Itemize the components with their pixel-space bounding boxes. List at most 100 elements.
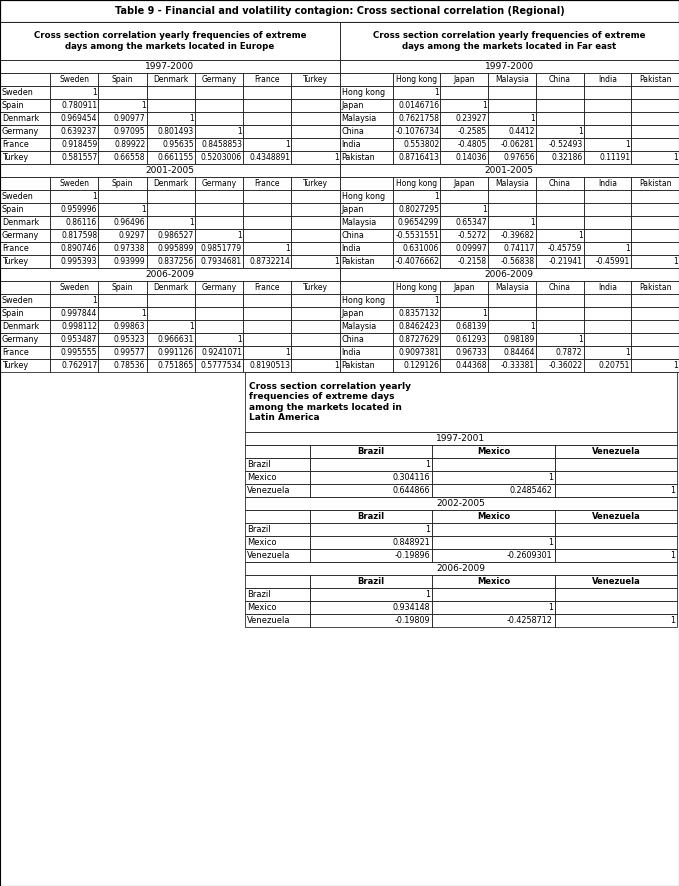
Text: 0.817598: 0.817598 <box>61 231 97 240</box>
Text: 0.7934681: 0.7934681 <box>201 257 242 266</box>
Text: 0.97338: 0.97338 <box>114 244 145 253</box>
Text: 0.9241071: 0.9241071 <box>201 348 242 357</box>
Text: 0.99577: 0.99577 <box>114 348 145 357</box>
Text: 1: 1 <box>482 101 487 110</box>
Bar <box>440 346 488 359</box>
Bar <box>488 112 536 125</box>
Text: 0.90977: 0.90977 <box>114 114 145 123</box>
Bar <box>555 549 677 562</box>
Bar <box>291 333 340 346</box>
Bar <box>392 73 440 86</box>
Bar <box>488 307 536 320</box>
Bar <box>631 99 679 112</box>
Bar <box>98 86 147 99</box>
Text: 0.74117: 0.74117 <box>503 244 535 253</box>
Text: -0.06281: -0.06281 <box>500 140 535 149</box>
Bar <box>392 294 440 307</box>
Bar <box>243 320 291 333</box>
Text: 1: 1 <box>530 114 535 123</box>
Bar <box>340 229 392 242</box>
Bar <box>147 242 195 255</box>
Text: 0.97095: 0.97095 <box>114 127 145 136</box>
Bar <box>243 307 291 320</box>
Text: -0.4076662: -0.4076662 <box>395 257 439 266</box>
Text: 1: 1 <box>237 127 242 136</box>
Text: Denmark: Denmark <box>153 179 188 188</box>
Bar <box>631 138 679 151</box>
Text: 1: 1 <box>482 205 487 214</box>
Text: 1: 1 <box>625 244 630 253</box>
Bar <box>195 242 243 255</box>
Bar <box>50 333 98 346</box>
Text: Germany: Germany <box>201 283 236 292</box>
Bar <box>536 112 583 125</box>
Text: Japan: Japan <box>454 179 475 188</box>
Text: -0.19896: -0.19896 <box>394 551 430 560</box>
Text: 0.644866: 0.644866 <box>393 486 430 495</box>
Bar <box>536 229 583 242</box>
Text: -0.52493: -0.52493 <box>548 140 583 149</box>
Bar <box>195 190 243 203</box>
Bar <box>488 216 536 229</box>
Text: 1: 1 <box>578 231 583 240</box>
Bar <box>392 190 440 203</box>
Bar <box>555 510 677 523</box>
Text: 0.09997: 0.09997 <box>456 244 487 253</box>
Text: 1: 1 <box>530 218 535 227</box>
Bar <box>50 281 98 294</box>
Text: Hong kong: Hong kong <box>396 75 437 84</box>
Text: India: India <box>342 348 361 357</box>
Bar <box>392 255 440 268</box>
Bar <box>243 177 291 190</box>
Text: -0.45991: -0.45991 <box>596 257 630 266</box>
Text: Germany: Germany <box>2 231 39 240</box>
Bar <box>340 60 679 73</box>
Text: Germany: Germany <box>2 127 39 136</box>
Text: 1: 1 <box>530 322 535 331</box>
Text: India: India <box>598 283 617 292</box>
Text: -0.2158: -0.2158 <box>458 257 487 266</box>
Bar <box>340 86 392 99</box>
Bar <box>536 359 583 372</box>
Bar <box>440 307 488 320</box>
Bar <box>50 255 98 268</box>
Bar <box>631 281 679 294</box>
Text: 1: 1 <box>237 335 242 344</box>
Bar <box>631 242 679 255</box>
Bar <box>440 112 488 125</box>
Text: 0.918459: 0.918459 <box>61 140 97 149</box>
Text: Brazil: Brazil <box>247 525 271 534</box>
Text: 2006-2009: 2006-2009 <box>437 564 485 573</box>
Text: 1: 1 <box>92 88 97 97</box>
Bar <box>433 458 555 471</box>
Bar <box>340 138 392 151</box>
Text: -0.33381: -0.33381 <box>500 361 535 370</box>
Bar <box>243 255 291 268</box>
Text: Brazil: Brazil <box>358 447 385 456</box>
Bar <box>433 536 555 549</box>
Bar <box>243 190 291 203</box>
Text: 2006-2009: 2006-2009 <box>485 270 534 279</box>
Bar <box>291 281 340 294</box>
Text: -0.45759: -0.45759 <box>548 244 583 253</box>
Bar <box>488 242 536 255</box>
Bar <box>433 601 555 614</box>
Bar <box>488 333 536 346</box>
Bar <box>433 588 555 601</box>
Bar <box>147 190 195 203</box>
Bar <box>440 99 488 112</box>
Bar <box>555 601 677 614</box>
Bar <box>147 255 195 268</box>
Text: 0.68139: 0.68139 <box>456 322 487 331</box>
Bar <box>310 445 433 458</box>
Bar <box>245 458 310 471</box>
Bar <box>340 255 392 268</box>
Text: Sweden: Sweden <box>59 283 89 292</box>
Bar <box>340 281 392 294</box>
Bar <box>555 445 677 458</box>
Text: Denmark: Denmark <box>2 114 39 123</box>
Text: Malaysia: Malaysia <box>342 218 377 227</box>
Bar <box>98 216 147 229</box>
Bar <box>433 484 555 497</box>
Bar <box>536 125 583 138</box>
